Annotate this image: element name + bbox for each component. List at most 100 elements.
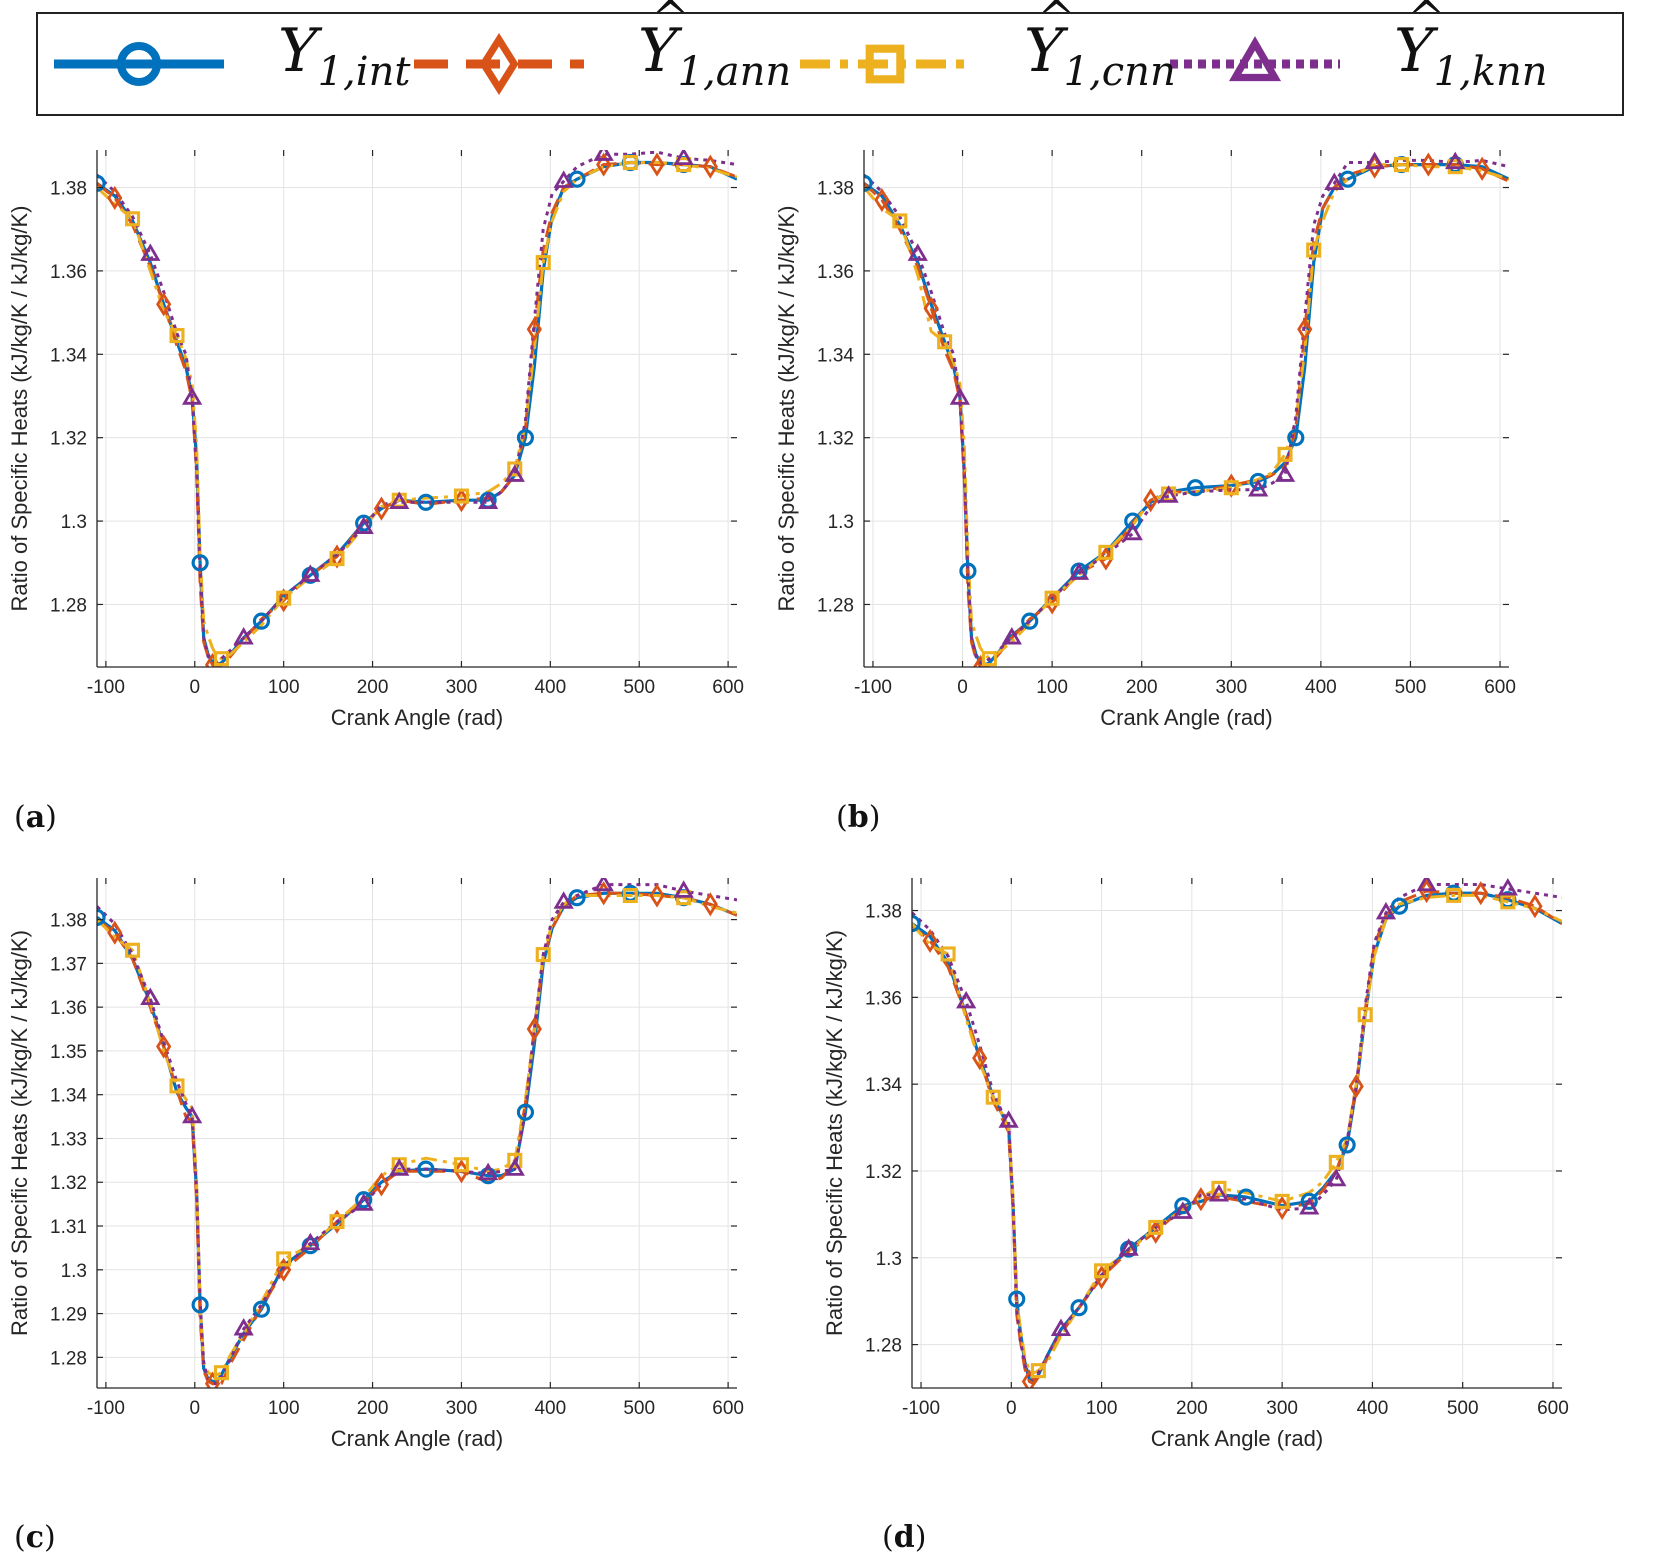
series-marker-diamond [1297, 317, 1313, 342]
series-marker-square [1306, 242, 1322, 258]
x-tick-label: 0 [189, 677, 200, 698]
series-marker-square [535, 947, 551, 963]
series-marker-diamond [156, 1034, 172, 1059]
series-marker-diamond [276, 588, 292, 613]
y-tick-label: 1.28 [865, 1336, 902, 1357]
x-tick-label: 600 [1537, 1398, 1569, 1419]
x-axis-title: Crank Angle (rad) [1151, 1426, 1323, 1451]
series-marker-circle [1300, 1192, 1318, 1210]
panel-letter-d: d [893, 1520, 915, 1555]
series-marker-triangle [181, 387, 203, 405]
series-marker-diamond [156, 292, 172, 317]
series-marker-diamond [596, 152, 612, 177]
y-tick-label: 1.34 [865, 1075, 902, 1096]
series-marker-circle [191, 1296, 209, 1314]
series-marker-square [1357, 1007, 1373, 1023]
series-group [912, 878, 1562, 1388]
x-tick-label: 500 [623, 677, 655, 698]
chart-panel-b: -100 0 100 200 300 400 500 600 1.28 1.3 1.32 1.34 1.… [774, 140, 1650, 780]
panel-label-c: (c) [14, 1520, 56, 1555]
series-marker-square [329, 551, 345, 567]
series-marker-diamond [702, 154, 718, 179]
series-marker-triangle [1364, 151, 1385, 170]
series-line-triangle [912, 883, 1562, 1381]
series-marker-triangle [1068, 562, 1090, 580]
series-marker-diamond [373, 1172, 390, 1197]
series-marker-diamond [874, 187, 890, 213]
plot-area [912, 878, 1562, 1388]
x-tick-label: 300 [1215, 677, 1247, 698]
series-marker-square [213, 651, 229, 667]
series-marker-diamond [923, 296, 939, 321]
series-marker-square [125, 211, 141, 227]
x-tick-label: 300 [446, 1398, 478, 1419]
series-marker-square [329, 1214, 345, 1230]
series-marker-circle [1249, 472, 1267, 491]
y-tick-label: 1.28 [50, 595, 87, 616]
series-marker-triangle [553, 170, 574, 188]
series-marker-square [1277, 446, 1293, 462]
legend-base-cnn: Y [1024, 0, 1074, 86]
x-axis-title: Crank Angle (rad) [331, 705, 503, 730]
y-tick-label: 1.28 [817, 595, 854, 616]
series-marker-square [535, 255, 551, 271]
series-marker-diamond [1193, 1187, 1209, 1212]
series-marker-square [622, 154, 638, 171]
x-tick-label: -100 [87, 677, 125, 698]
series-marker-diamond [107, 185, 123, 211]
series-marker-circle [516, 429, 535, 447]
series-marker-triangle [1208, 1184, 1230, 1202]
legend-label-knn: Y1,knn [1394, 0, 1548, 95]
series-marker-diamond [526, 317, 542, 342]
chart-c: -100 0 100 200 300 400 500 600 1.28 1.29 1.3 1.31 1.… [7, 878, 744, 1451]
x-tick-label: 200 [1176, 1398, 1208, 1419]
series-marker-circle [417, 1160, 435, 1178]
x-tick-label: 300 [446, 677, 478, 698]
x-tick-label: 600 [712, 677, 744, 698]
series-marker-diamond [1148, 1219, 1164, 1244]
series-marker-triangle [1445, 151, 1466, 170]
series-marker-diamond [1348, 1074, 1364, 1099]
series-marker-diamond [526, 1016, 542, 1042]
series-marker-square [1500, 894, 1516, 910]
legend-base-knn: Y [1394, 0, 1444, 86]
series-marker-diamond [649, 883, 665, 908]
y-tick-label: 1.36 [817, 262, 854, 283]
series-marker-triangle [1122, 522, 1143, 541]
series-marker-square [1098, 544, 1114, 560]
series-marker-diamond [1418, 878, 1435, 904]
series-marker-triangle [300, 1232, 321, 1251]
legend-marker-circle [116, 41, 162, 87]
x-tick-label: -100 [902, 1398, 940, 1419]
legend-marker-triangle [1228, 36, 1282, 82]
series-marker-triangle [1158, 485, 1179, 503]
series-marker-diamond [453, 1159, 470, 1184]
series-marker-diamond [107, 920, 123, 945]
panel-letter-b: b [847, 800, 869, 835]
x-tick-label: 100 [268, 677, 300, 698]
y-tick-label: 1.38 [865, 902, 902, 923]
series-marker-circle [864, 174, 873, 192]
y-tick-label: 1.38 [50, 179, 87, 200]
series-marker-triangle [389, 491, 410, 509]
series-marker-triangle [998, 1110, 1019, 1128]
legend-sub-knn: 1,knn [1433, 49, 1548, 95]
series-marker-circle [1008, 1290, 1026, 1308]
series-marker-circle [97, 908, 106, 926]
series-marker-circle [252, 1300, 271, 1318]
series-marker-triangle [1375, 901, 1397, 920]
series-group [97, 878, 737, 1388]
series-marker-circle [568, 889, 586, 907]
series-marker-triangle [353, 1193, 374, 1211]
series-marker-triangle [1248, 478, 1269, 497]
series-marker-triangle [233, 1318, 254, 1336]
y-tick-label: 1.32 [50, 429, 87, 450]
series-marker-circle [417, 493, 435, 511]
y-tick-label: 1.38 [817, 179, 854, 200]
legend: Y1,int Y1,ann Y1,cnn Y1,knn [36, 0, 1624, 116]
legend-sub-ann: 1,ann [677, 49, 792, 95]
series-marker-triangle [553, 891, 574, 909]
series-marker-square [453, 488, 469, 504]
series-marker-square [1393, 157, 1410, 173]
series-marker-circle [97, 174, 106, 192]
